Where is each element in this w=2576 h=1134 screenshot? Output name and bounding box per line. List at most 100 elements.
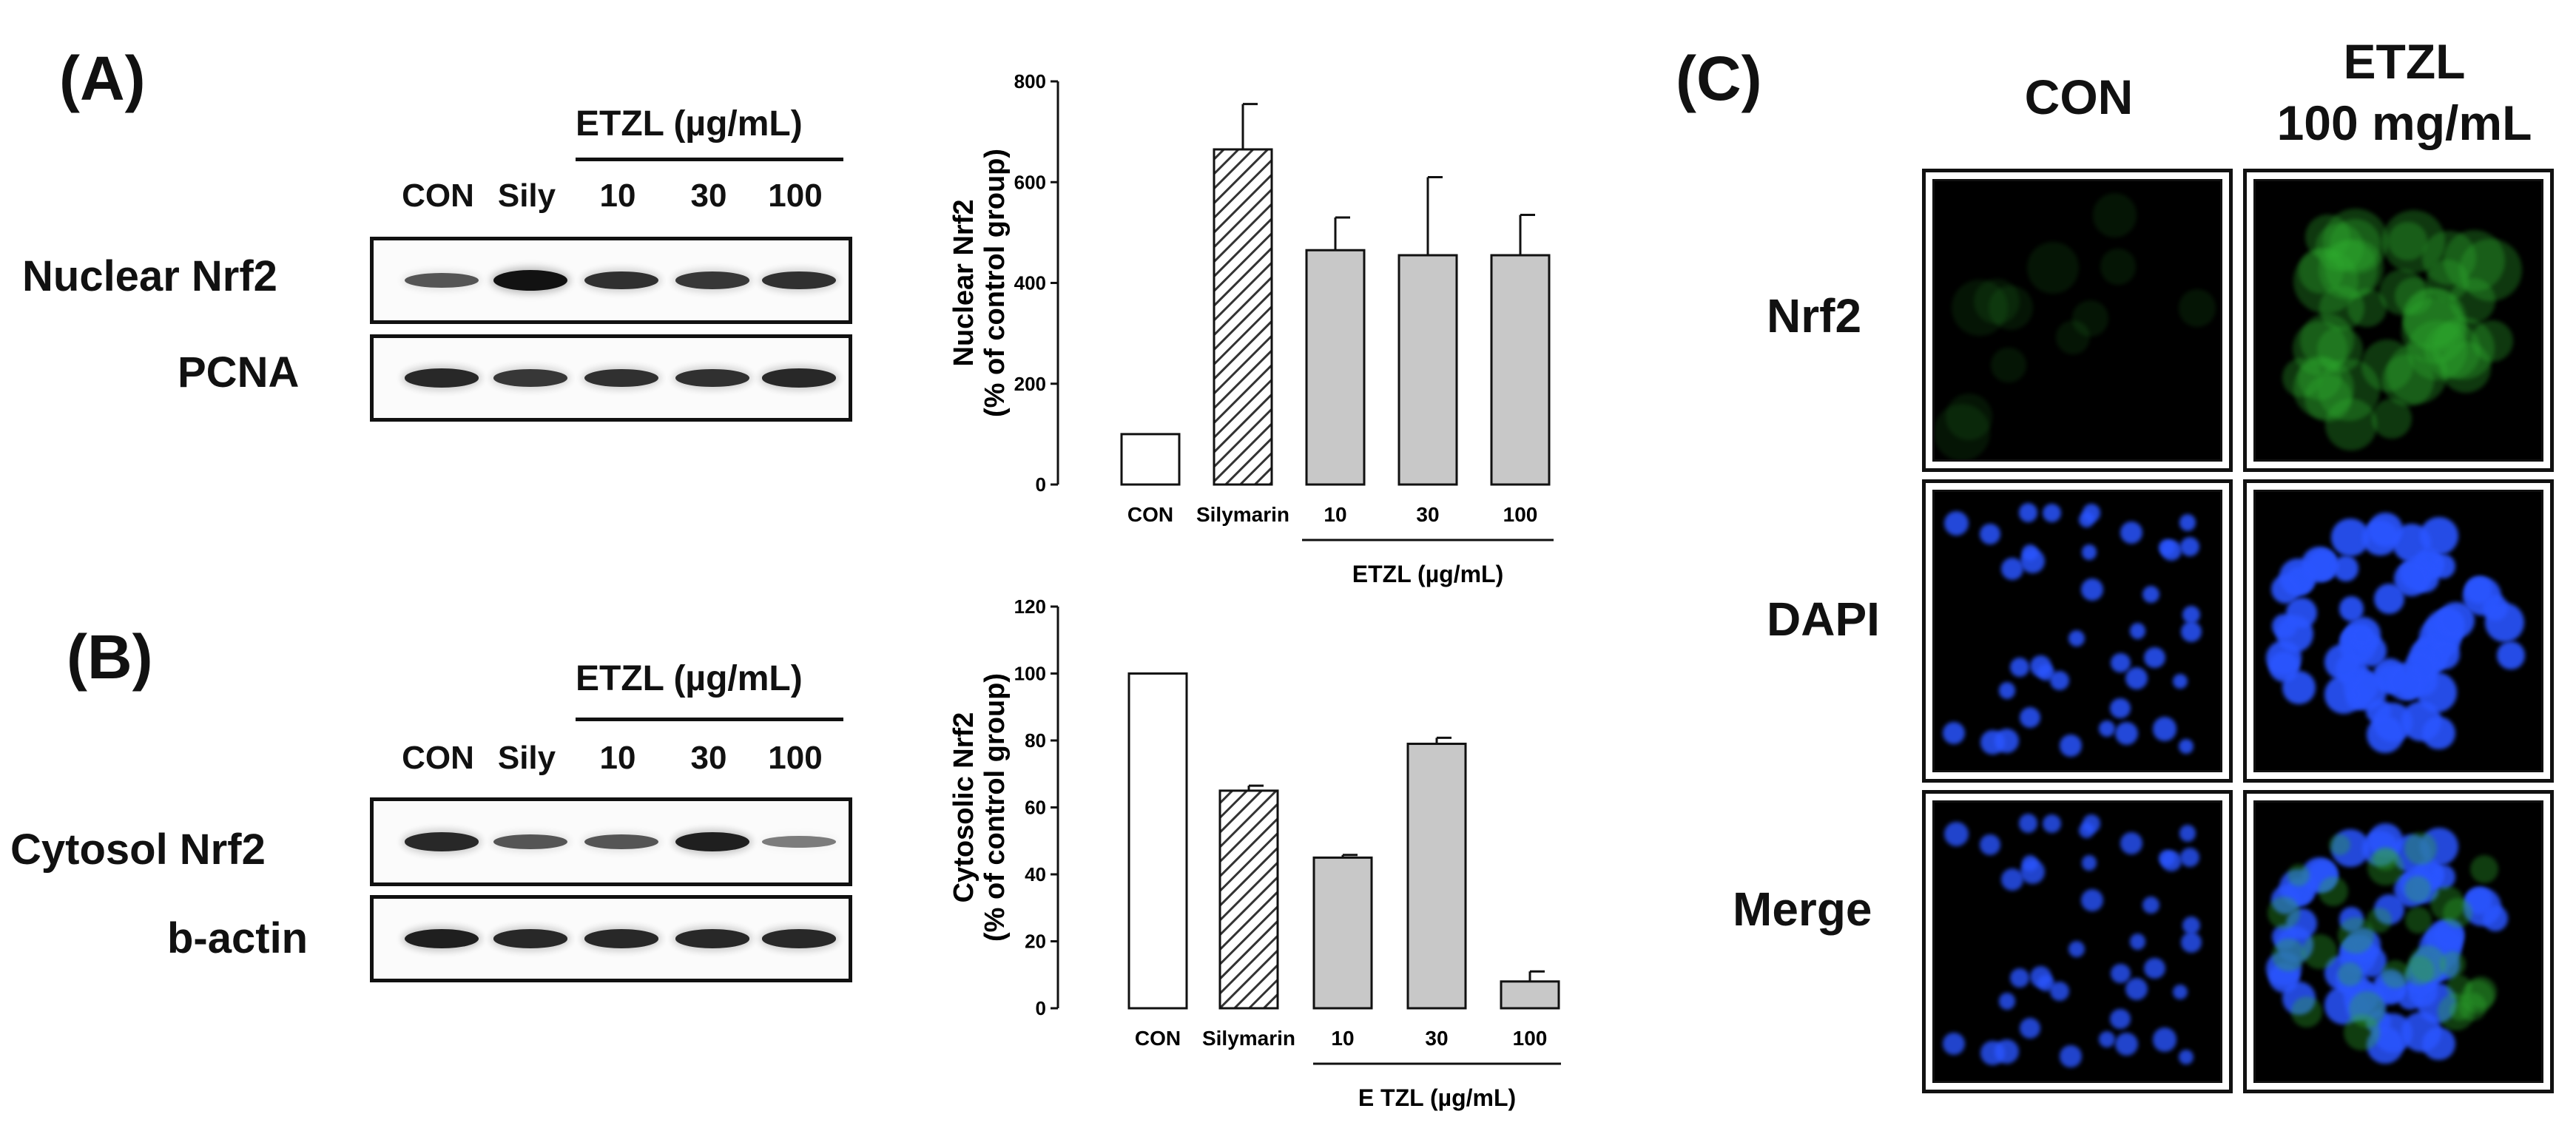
cell-blob bbox=[2043, 504, 2061, 523]
group-label: E TZL (µg/mL) bbox=[1358, 1084, 1516, 1111]
cell-blob bbox=[2404, 875, 2432, 902]
cell-blob bbox=[2337, 917, 2375, 954]
cell-blob bbox=[1942, 1032, 1965, 1055]
cell-blob bbox=[2120, 522, 2142, 544]
blot-band bbox=[675, 831, 749, 852]
cell-blob bbox=[2009, 657, 2029, 677]
bar bbox=[1218, 789, 1279, 1010]
cell-blob bbox=[2142, 896, 2159, 914]
x-tick-label: 100 bbox=[1503, 503, 1538, 526]
cell-blob bbox=[2421, 231, 2476, 286]
column-header-con: CON bbox=[2024, 70, 2134, 124]
lane-label: Sily bbox=[497, 178, 556, 214]
cell-blob bbox=[2404, 961, 2438, 995]
bar bbox=[1500, 980, 1560, 1010]
cell-blob bbox=[2350, 672, 2387, 710]
cell-blob bbox=[2405, 907, 2432, 934]
cell-blob bbox=[2497, 641, 2525, 669]
cell-blob bbox=[2302, 857, 2338, 894]
y-tick-label: 120 bbox=[1014, 595, 1046, 618]
cell-blob bbox=[2152, 1027, 2177, 1052]
cell-blob bbox=[2350, 983, 2387, 1021]
cell-blob bbox=[2420, 516, 2458, 555]
x-tick-label: Silymarin bbox=[1202, 1027, 1295, 1050]
y-axis-title-line: (% of control group) bbox=[980, 673, 1011, 942]
blot-band bbox=[405, 273, 479, 288]
cell-blob bbox=[2318, 240, 2378, 300]
y-tick-label: 80 bbox=[1025, 729, 1046, 752]
cell-blob bbox=[2060, 1045, 2082, 1067]
cell-blob bbox=[2350, 624, 2374, 648]
cell-blob bbox=[2286, 908, 2318, 939]
blot-band bbox=[405, 368, 479, 388]
cell-blob bbox=[2114, 721, 2138, 746]
y-tick-label: 60 bbox=[1025, 797, 1046, 819]
cell-blob bbox=[2367, 715, 2404, 753]
cell-blob bbox=[2297, 356, 2342, 400]
panel-c-label: (C) bbox=[1676, 44, 1762, 113]
lane-label: 100 bbox=[768, 740, 823, 776]
cell-blob bbox=[2092, 193, 2137, 237]
cell-blob bbox=[2373, 846, 2398, 871]
panel-a-treatment-label: ETZL (µg/mL) bbox=[576, 104, 803, 144]
cell-blob bbox=[2068, 940, 2086, 958]
blot-band bbox=[762, 929, 836, 948]
cell-blob bbox=[2371, 398, 2412, 439]
cell-blob bbox=[2432, 317, 2495, 380]
lane-label: 10 bbox=[599, 178, 636, 214]
cell-blob bbox=[2319, 285, 2364, 331]
blot-band bbox=[493, 834, 567, 849]
cell-blob bbox=[2178, 738, 2194, 754]
cell-blob bbox=[2120, 832, 2142, 854]
cell-blob bbox=[2100, 249, 2137, 285]
blot-band bbox=[405, 832, 479, 851]
x-tick-label: 10 bbox=[1324, 503, 1346, 526]
cell-blob bbox=[2420, 827, 2458, 865]
y-tick-label: 40 bbox=[1025, 863, 1046, 885]
cell-blob bbox=[2182, 917, 2201, 935]
cell-blob bbox=[2286, 597, 2318, 629]
blot-band bbox=[762, 836, 836, 848]
cell-blob bbox=[2293, 357, 2355, 419]
cell-blob bbox=[2129, 623, 2146, 640]
cell-blob bbox=[2110, 1009, 2131, 1030]
cell-blob bbox=[2290, 996, 2323, 1028]
cell-blob bbox=[2464, 976, 2498, 1009]
y-tick-label: 0 bbox=[1036, 473, 1046, 496]
cell-blob bbox=[2424, 322, 2481, 379]
cell-blob bbox=[2000, 558, 2023, 581]
blot-pcna bbox=[370, 334, 852, 422]
blot-band bbox=[675, 271, 749, 289]
cell-blob bbox=[2458, 992, 2487, 1022]
lane-label: 30 bbox=[690, 740, 727, 776]
cell-blob bbox=[2443, 229, 2506, 292]
y-axis-title-line: Nuclear Nrf2 bbox=[948, 200, 980, 367]
cell-blob bbox=[2160, 539, 2182, 561]
cell-blob bbox=[1935, 403, 1991, 459]
cell-blob bbox=[2129, 934, 2146, 951]
bar bbox=[1213, 148, 1273, 486]
cell-blob bbox=[2111, 652, 2131, 672]
cell-blob bbox=[2459, 238, 2522, 302]
cell-blob bbox=[2055, 320, 2090, 354]
cell-blob bbox=[2387, 664, 2424, 701]
group-label: ETZL (µg/mL) bbox=[1352, 561, 1503, 587]
cell-blob bbox=[2437, 993, 2475, 1031]
cell-blob bbox=[2144, 647, 2165, 668]
x-tick-label: 30 bbox=[1416, 503, 1439, 526]
cell-blob bbox=[2361, 339, 2414, 392]
micrograph-etzl-dapi bbox=[2243, 479, 2554, 783]
column-header-line: 100 mg/mL bbox=[2276, 95, 2532, 150]
y-tick-label: 20 bbox=[1025, 931, 1046, 953]
cell-blob bbox=[2178, 1049, 2194, 1064]
cell-blob bbox=[2422, 716, 2456, 750]
blot-label-cytosol-nrf2: Cytosol Nrf2 bbox=[10, 826, 266, 874]
cell-blob bbox=[2043, 814, 2061, 834]
cell-blob bbox=[2272, 938, 2305, 972]
cell-blob bbox=[2325, 239, 2384, 297]
cell-blob bbox=[2350, 935, 2374, 959]
micrograph-con-merge bbox=[1922, 790, 2233, 1093]
cell-blob bbox=[1946, 394, 1993, 441]
bar bbox=[1305, 249, 1366, 486]
cell-blob bbox=[2178, 289, 2216, 327]
